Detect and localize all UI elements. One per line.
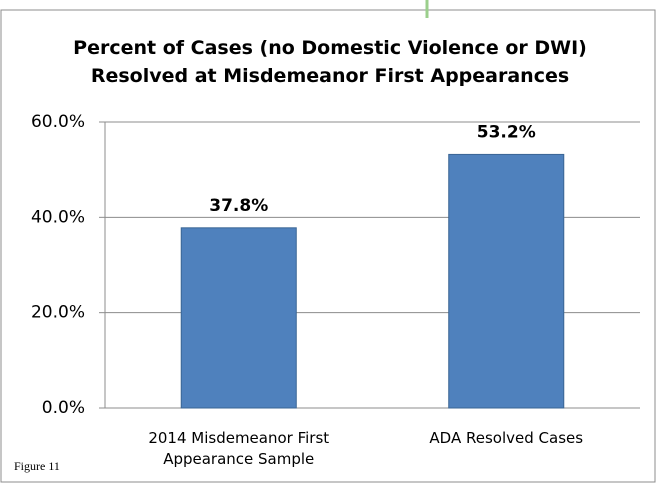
- x-tick-label: 2014 Misdemeanor First Appearance Sample: [148, 429, 330, 468]
- chart-border: [0, 9, 656, 483]
- y-tick-label: 40.0%: [31, 207, 85, 227]
- chart-title: Percent of Cases (no Domestic Violence o…: [73, 37, 587, 87]
- x-tick-label: ADA Resolved Cases: [429, 429, 584, 447]
- figure-caption: Figure 11: [14, 459, 60, 473]
- bar: [180, 227, 297, 409]
- value-label: 53.2%: [477, 122, 536, 142]
- value-label: 37.8%: [209, 196, 268, 216]
- y-tick-label: 60.0%: [31, 112, 85, 132]
- bar: [448, 153, 565, 409]
- y-tick-label: 20.0%: [31, 303, 85, 323]
- y-tick-label: 0.0%: [42, 398, 85, 418]
